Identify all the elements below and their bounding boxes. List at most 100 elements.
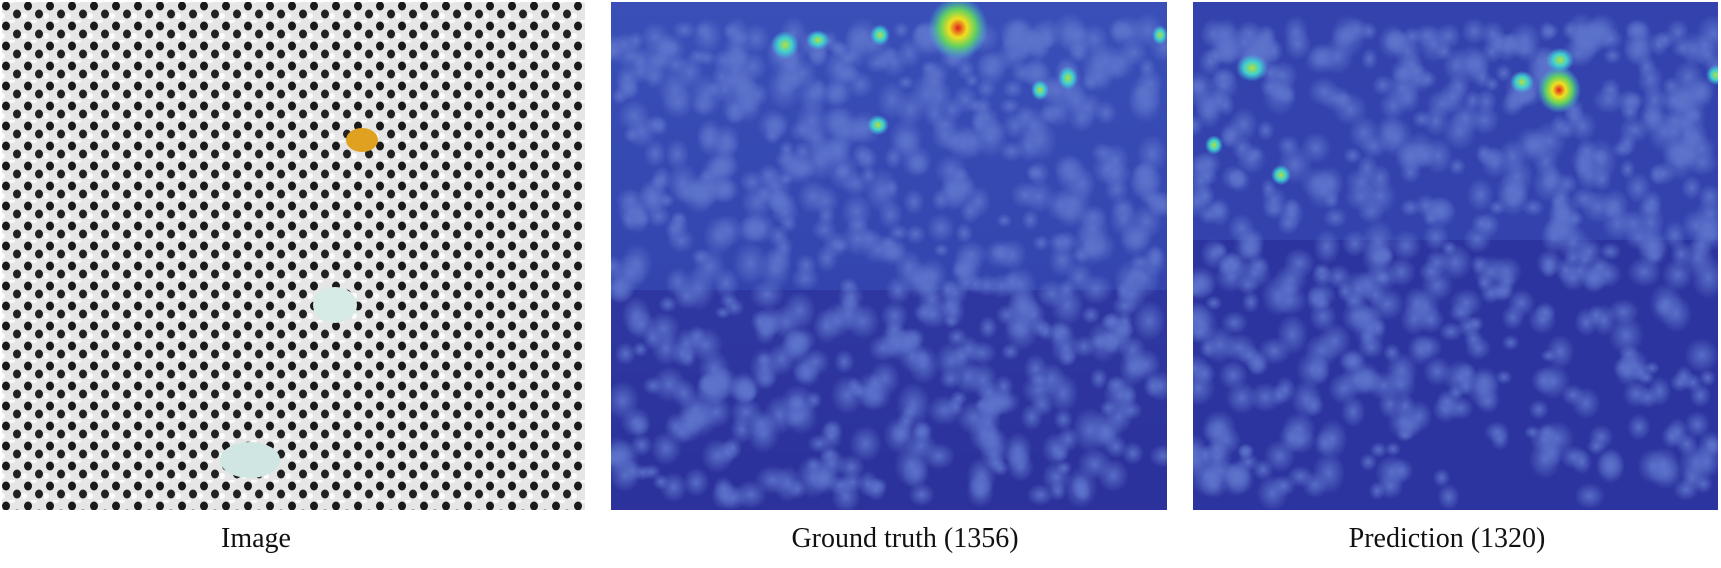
density-blob xyxy=(1463,49,1491,80)
density-blob xyxy=(1299,166,1336,200)
caption: Image xyxy=(221,523,291,554)
density-blob xyxy=(1425,89,1460,119)
density-blob xyxy=(894,327,923,356)
density-blob xyxy=(1031,79,1049,101)
density-blob xyxy=(812,307,841,344)
density-blob xyxy=(1648,163,1666,186)
density-blob xyxy=(1221,333,1258,363)
density-blob xyxy=(1208,88,1230,113)
density-blob xyxy=(1219,460,1252,488)
density-blob xyxy=(1622,380,1651,408)
density-blob xyxy=(1390,229,1422,262)
density-blob xyxy=(1537,66,1581,114)
density-blob xyxy=(930,112,960,137)
density-blob xyxy=(1600,77,1621,102)
density-blob xyxy=(1472,254,1509,290)
density-blob xyxy=(833,295,864,332)
density-blob xyxy=(1227,213,1256,244)
density-blob xyxy=(1619,209,1648,238)
density-blob xyxy=(1406,333,1434,366)
density-blob xyxy=(696,118,723,150)
density-blob xyxy=(1058,66,1078,90)
density-blob xyxy=(652,473,670,491)
density-blob xyxy=(1389,58,1420,83)
density-blob xyxy=(1556,224,1591,261)
density-blob xyxy=(1194,150,1222,178)
density-blob xyxy=(1435,22,1462,50)
density-blob xyxy=(979,423,1003,451)
density-blob xyxy=(674,179,700,206)
density-blob xyxy=(612,32,638,56)
density-blob xyxy=(614,342,637,366)
density-blob xyxy=(1698,369,1717,387)
density-blob xyxy=(837,454,866,481)
density-blob xyxy=(756,108,791,142)
density-blob xyxy=(1360,219,1396,265)
density-blob xyxy=(650,431,682,466)
density-blob xyxy=(1528,438,1562,480)
density-blob xyxy=(1119,223,1151,258)
density-blob xyxy=(736,215,768,245)
density-blob xyxy=(697,167,717,186)
density-blob xyxy=(933,243,950,258)
density-blob xyxy=(867,114,889,136)
density-blob xyxy=(1413,23,1440,48)
density-blob xyxy=(1535,249,1563,277)
density-blob xyxy=(1274,375,1296,404)
caption: Prediction (1320) xyxy=(1349,523,1546,554)
density-blob xyxy=(1148,444,1167,468)
density-blob xyxy=(1110,195,1136,222)
density-blob xyxy=(1552,201,1571,223)
density-blob xyxy=(879,234,898,254)
density-blob xyxy=(1193,114,1204,137)
density-blob xyxy=(1011,35,1040,60)
density-blob xyxy=(1359,452,1378,472)
density-blob xyxy=(1312,262,1332,279)
density-blob xyxy=(1706,64,1718,86)
density-blob xyxy=(621,296,652,336)
density-blob xyxy=(700,374,720,397)
density-blob xyxy=(1561,20,1579,41)
density-blob xyxy=(806,30,830,50)
density-blob xyxy=(1020,403,1044,431)
density-blob xyxy=(702,215,735,256)
density-blob xyxy=(1229,107,1259,142)
density-blob xyxy=(805,390,823,410)
density-blob xyxy=(1672,478,1700,501)
density-blob xyxy=(683,467,710,497)
density-blob xyxy=(1071,246,1091,265)
density-blob xyxy=(1080,305,1101,325)
density-blob xyxy=(1035,279,1068,309)
density-blob xyxy=(1139,188,1164,209)
density-blob xyxy=(1461,17,1488,46)
density-blob xyxy=(734,480,768,510)
density-blob xyxy=(626,114,658,149)
density-blob xyxy=(1660,294,1693,333)
density-blob xyxy=(1247,353,1270,377)
density-blob xyxy=(1647,376,1672,407)
density-blob xyxy=(1353,368,1383,394)
density-blob xyxy=(716,440,738,464)
density-blob xyxy=(1357,335,1385,359)
density-blob xyxy=(831,61,859,84)
density-blob xyxy=(1422,356,1452,387)
density-blob xyxy=(1055,460,1073,476)
density-blob xyxy=(1671,37,1695,59)
density-blob xyxy=(908,482,935,507)
density-blob xyxy=(740,184,774,220)
density-blob xyxy=(1540,165,1563,192)
density-blob xyxy=(1385,28,1409,55)
density-blob xyxy=(1495,369,1513,385)
density-blob xyxy=(1322,206,1348,229)
density-blob xyxy=(1014,104,1037,130)
density-blob xyxy=(1312,451,1346,495)
density-blob xyxy=(732,240,769,287)
density-blob xyxy=(888,117,924,162)
prediction-heatmap xyxy=(1193,2,1718,510)
density-blob xyxy=(1032,234,1051,252)
density-blob xyxy=(741,383,758,402)
density-blob xyxy=(1405,400,1433,433)
density-blob xyxy=(1374,455,1409,490)
density-blob xyxy=(1283,198,1301,219)
